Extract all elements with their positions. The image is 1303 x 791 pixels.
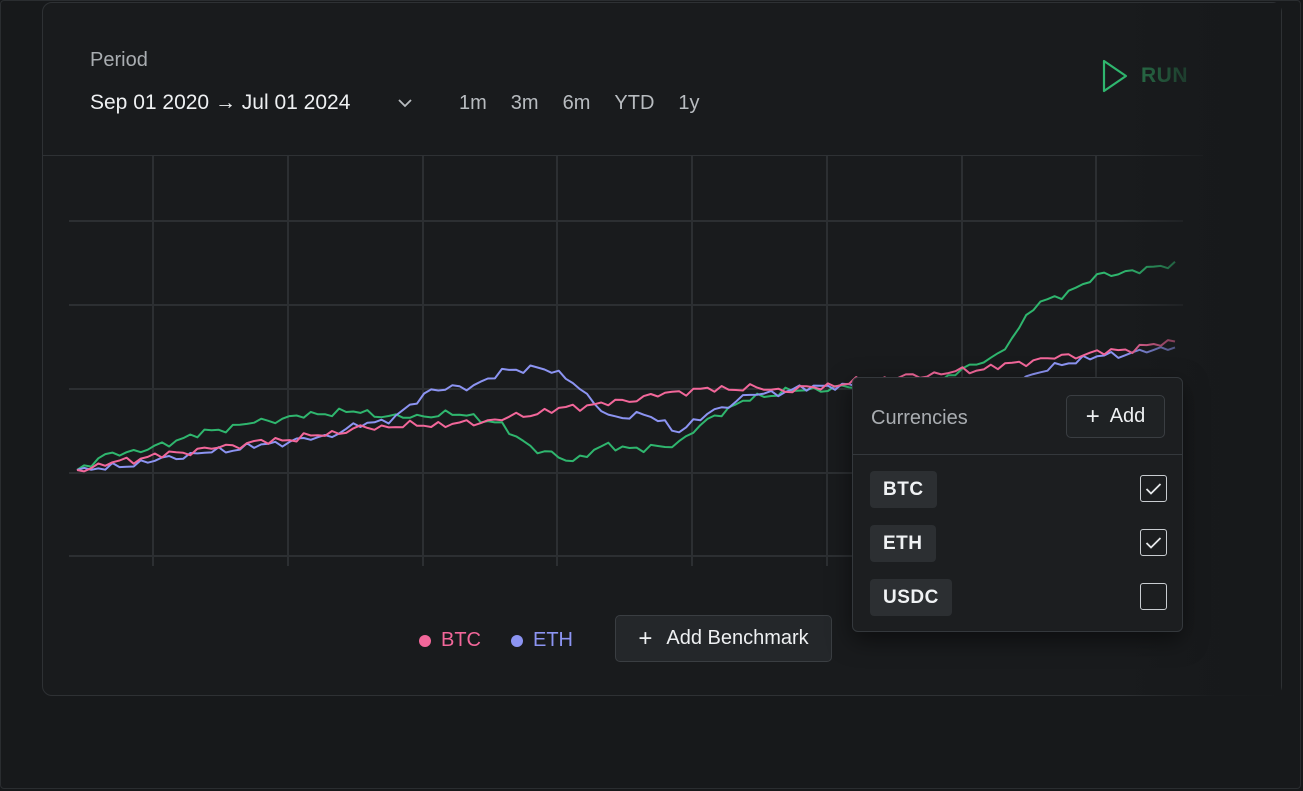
panel-divider: [853, 454, 1182, 455]
preset-1y[interactable]: 1y: [678, 92, 700, 114]
check-icon: [1145, 536, 1162, 549]
plus-icon: +: [638, 624, 653, 652]
checkbox-btc[interactable]: [1140, 475, 1167, 502]
currency-tag-usdc: USDC: [870, 579, 952, 616]
eth-dot: [511, 634, 523, 647]
play-icon: [1102, 59, 1128, 93]
check-icon: [1145, 482, 1162, 495]
preset-3m[interactable]: 3m: [510, 92, 539, 114]
currency-tag-btc: BTC: [870, 471, 937, 508]
add-benchmark-button[interactable]: + Add Benchmark: [615, 615, 832, 662]
chevron-down-icon[interactable]: [393, 91, 417, 115]
currency-tag-eth: ETH: [870, 525, 936, 562]
legend-item-eth[interactable]: ETH: [511, 629, 573, 652]
legend-label-btc: BTC: [441, 629, 481, 651]
series-line-btc: [76, 339, 1176, 473]
legend-label-eth: ETH: [533, 629, 573, 651]
preset-6m[interactable]: 6m: [562, 92, 591, 114]
currencies-title: Currencies: [871, 407, 968, 429]
checkbox-usdc[interactable]: [1140, 583, 1167, 610]
currency-row-btc: BTC: [870, 471, 1167, 509]
currencies-panel: Currencies + Add BTC ETH USDC: [852, 377, 1183, 632]
btc-dot: [419, 634, 431, 647]
preset-1m[interactable]: 1m: [459, 92, 487, 114]
currency-row-eth: ETH: [870, 525, 1167, 563]
period-presets: 1m 3m 6m YTD 1y: [447, 91, 712, 115]
add-currency-label: Add: [1109, 405, 1146, 427]
currency-row-usdc: USDC: [870, 579, 1167, 617]
plus-icon: +: [1085, 402, 1100, 430]
add-benchmark-label: Add Benchmark: [666, 627, 809, 649]
series-line-series-2: [76, 261, 1176, 471]
add-currency-button[interactable]: + Add: [1066, 395, 1165, 438]
legend-item-btc[interactable]: BTC: [419, 629, 481, 652]
checkbox-eth[interactable]: [1140, 529, 1167, 556]
chart-legend: BTC ETH: [419, 629, 573, 652]
header-divider: [43, 155, 1203, 156]
performance-chart: [69, 156, 1183, 566]
period-label: Period: [90, 49, 148, 71]
period-range-value[interactable]: Sep 01 2020 → Jul 01 2024: [90, 91, 351, 114]
preset-ytd[interactable]: YTD: [614, 92, 655, 114]
